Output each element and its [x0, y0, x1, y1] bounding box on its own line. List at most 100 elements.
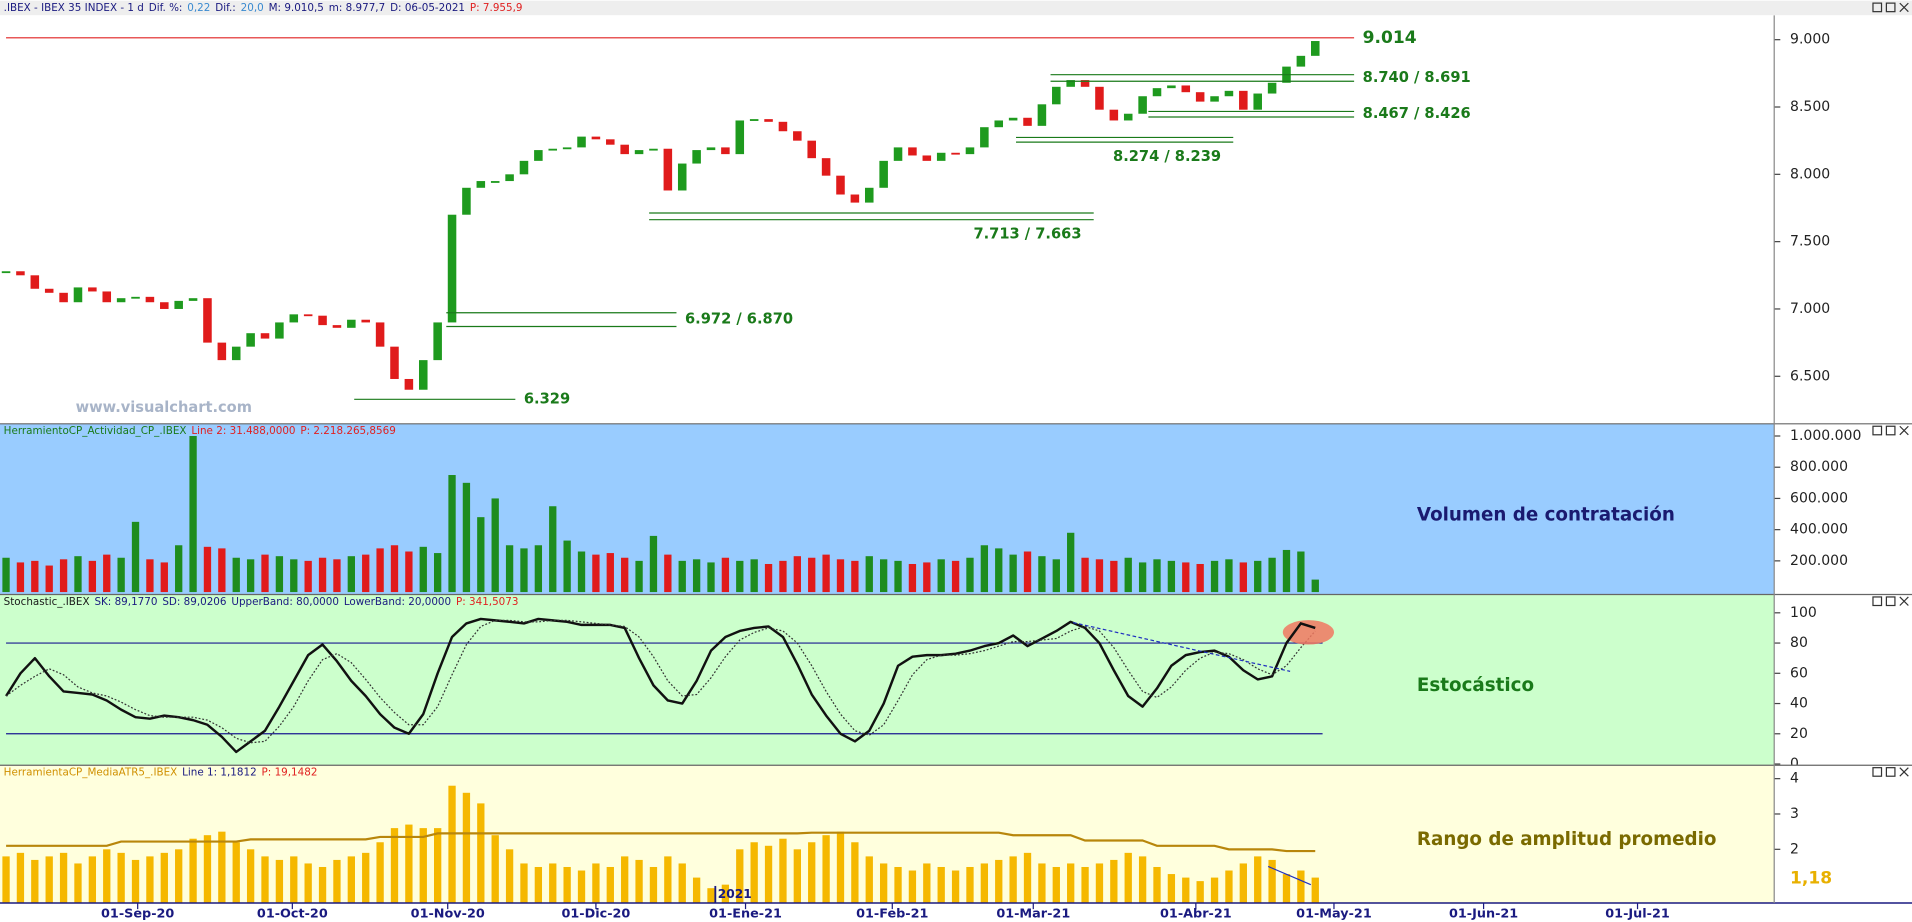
bar [1210, 560, 1219, 593]
bar [333, 859, 341, 904]
bar [246, 559, 255, 593]
candle-body [1181, 85, 1191, 93]
bar [405, 551, 413, 593]
x-tick-label: 01-Dic-20 [561, 907, 630, 922]
panel-header: .IBEX - IBEX 35 INDEX - 1 d Dif. %: 0,22 Di… [4, 2, 523, 14]
bar [1009, 856, 1017, 904]
bar [405, 824, 413, 904]
candle-body [404, 378, 414, 390]
candle-body [275, 322, 284, 339]
bar [1254, 560, 1262, 593]
minimize-button[interactable] [1872, 425, 1883, 436]
bar [664, 856, 672, 904]
bar [649, 535, 658, 593]
bar [937, 866, 945, 904]
candle-body [145, 296, 155, 303]
candle-body [476, 181, 486, 188]
candle-body [821, 158, 831, 176]
x-tick-label: 01-May-21 [1296, 907, 1372, 922]
axis-bg [1774, 594, 1912, 766]
x-tick-label: 01-Jun-21 [1449, 907, 1518, 922]
header-item: Line 1: 1,1812 [182, 767, 257, 779]
minimize-button[interactable] [1872, 767, 1883, 777]
close-button[interactable] [1899, 425, 1909, 436]
candle-body [447, 214, 457, 323]
maximize-button[interactable] [1885, 425, 1896, 436]
bar [592, 863, 600, 904]
close-button[interactable] [1899, 596, 1909, 606]
candle-body [677, 163, 687, 191]
x-tick-label: 01-Sep-20 [101, 907, 174, 922]
candle-body [591, 136, 601, 140]
bar [376, 548, 384, 593]
panel-header: Stochastic_.IBEX SK: 89,1770 SD: 89,0206 Up… [4, 596, 519, 608]
header-item: M: 9.010,5 [269, 2, 324, 14]
bar [549, 506, 557, 593]
candle-body [1152, 88, 1162, 97]
header-item: 0,22 [187, 2, 210, 14]
candle-body [433, 322, 442, 361]
minimize-button[interactable] [1872, 2, 1883, 13]
bar [505, 849, 514, 904]
candle-body [1052, 86, 1061, 105]
minimize-button[interactable] [1872, 596, 1883, 607]
header-item: Stochastic_.IBEX [4, 596, 90, 608]
y-tick-label: 2 [1790, 841, 1799, 857]
y-tick-label: 7.000 [1790, 301, 1830, 317]
candle-body [1080, 80, 1090, 87]
bar [175, 545, 183, 593]
candle-body [246, 333, 255, 347]
bar [793, 556, 801, 593]
bar [563, 540, 571, 593]
candle-body [1167, 85, 1176, 89]
header-item: SD: 89,0206 [162, 596, 226, 608]
y-tick-label: 1.000.000 [1790, 428, 1861, 444]
bar [16, 852, 25, 904]
bar [1225, 870, 1233, 904]
bar [160, 562, 168, 593]
candle-body [361, 319, 370, 323]
candle-body [1, 271, 11, 274]
candle-body [994, 120, 1004, 128]
y-tick-label: 80 [1790, 635, 1808, 651]
axis-bg [1774, 15, 1912, 424]
y-tick-label: 8.000 [1790, 166, 1830, 182]
maximize-button[interactable] [1885, 767, 1896, 777]
y-tick-label: 9.000 [1790, 32, 1830, 48]
header-item: HerramientaCP_MediaATR5_.IBEX [4, 767, 178, 779]
bar [1095, 863, 1104, 904]
bar [736, 560, 744, 593]
candle-body [893, 147, 903, 161]
candle-body [749, 119, 759, 121]
candle-body [836, 175, 845, 195]
maximize-button[interactable] [1885, 2, 1896, 13]
maximize-button[interactable] [1885, 596, 1896, 607]
highlight [1282, 620, 1335, 645]
stochastic-line [5, 617, 1316, 754]
bar [1311, 579, 1319, 593]
candle-body [764, 119, 773, 122]
bar [951, 560, 960, 593]
bar [275, 859, 284, 904]
bar [261, 554, 269, 593]
level-label: 8.274 / 8.239 [1113, 148, 1221, 165]
candle-body [965, 147, 975, 155]
bar [879, 559, 888, 593]
candle-body [793, 131, 802, 141]
candle-body [922, 155, 932, 161]
bar [635, 560, 643, 593]
bar [390, 828, 399, 904]
panel-bg [0, 594, 1775, 766]
x-tick-label: 01-Oct-20 [257, 907, 328, 922]
bar [74, 556, 82, 593]
close-button[interactable] [1899, 767, 1909, 777]
bar [347, 856, 355, 904]
bar [491, 498, 499, 593]
bar [822, 554, 830, 593]
close-button[interactable] [1899, 2, 1909, 13]
bar [362, 554, 370, 593]
bar [1153, 866, 1161, 904]
bar [764, 563, 773, 593]
candle-body [548, 148, 558, 151]
bar [721, 557, 730, 593]
